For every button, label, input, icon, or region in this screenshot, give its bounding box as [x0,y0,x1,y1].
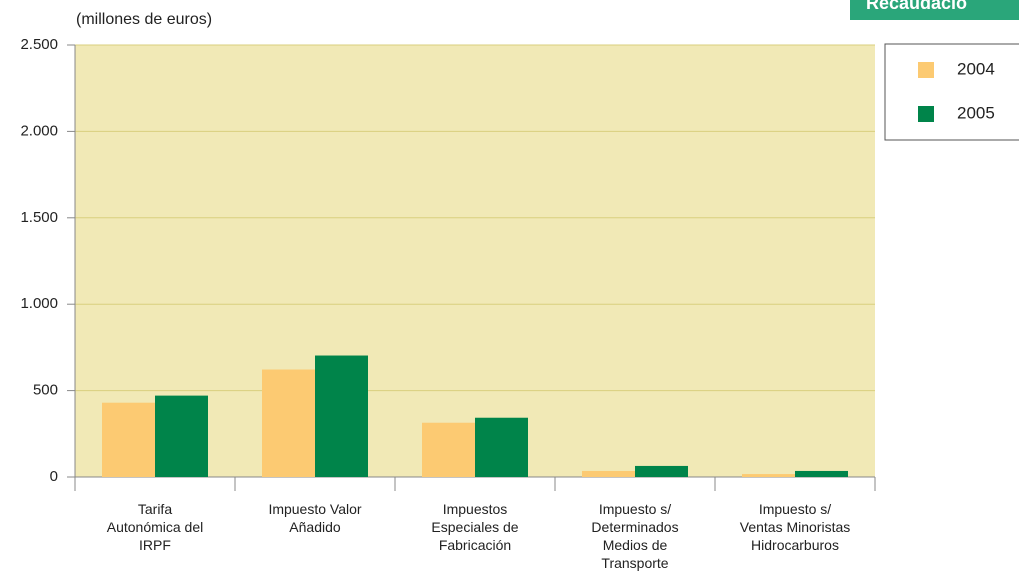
legend-swatch [918,62,934,78]
bar [742,474,795,477]
plot-area [75,45,875,477]
legend-swatch [918,106,934,122]
x-tick-label: Impuesto Valor Añadido [268,501,361,535]
chart-title: Recaudació [866,0,967,13]
bar [475,417,528,477]
legend-label: 2004 [957,59,995,78]
header-box [850,0,1019,20]
y-tick-label: 500 [33,382,58,399]
bar [155,395,208,477]
y-axis-label: (millones de euros) [76,11,212,28]
bar [582,470,635,477]
y-tick-label: 0 [50,468,58,485]
x-tick-label: Tarifa Autonómica del IRPF [107,501,204,553]
x-tick-label: Impuesto s/Determinados Medios de Transpor… [591,501,678,571]
bar [635,465,688,477]
bar [102,402,155,477]
y-tick-label: 1.500 [20,209,58,226]
x-tick-label: Impuestos Especiales de Fabricación [431,501,518,553]
y-tick-label: 2.000 [20,122,58,139]
y-tick-label: 2.500 [20,36,58,53]
legend-label: 2005 [957,103,995,122]
legend [884,43,1019,141]
bar [422,422,475,477]
x-tick-label: Impuesto s/Ventas Minoristas Hidrocarburo… [740,501,851,553]
bar [262,369,315,477]
bar [315,355,368,477]
bar [795,470,848,477]
y-tick-label: 1.000 [20,295,58,312]
